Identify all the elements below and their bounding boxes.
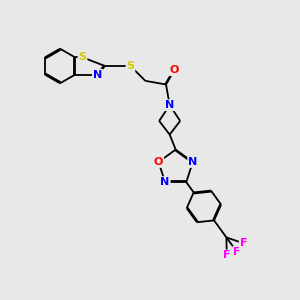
Text: F: F [223,250,230,260]
Text: O: O [154,157,163,167]
Text: S: S [79,52,86,62]
Text: S: S [127,61,134,71]
Text: F: F [240,238,247,248]
Text: N: N [188,157,197,167]
Text: N: N [93,70,102,80]
Text: N: N [160,177,170,187]
Text: N: N [165,100,174,110]
Text: O: O [169,65,179,75]
Text: F: F [233,247,241,257]
